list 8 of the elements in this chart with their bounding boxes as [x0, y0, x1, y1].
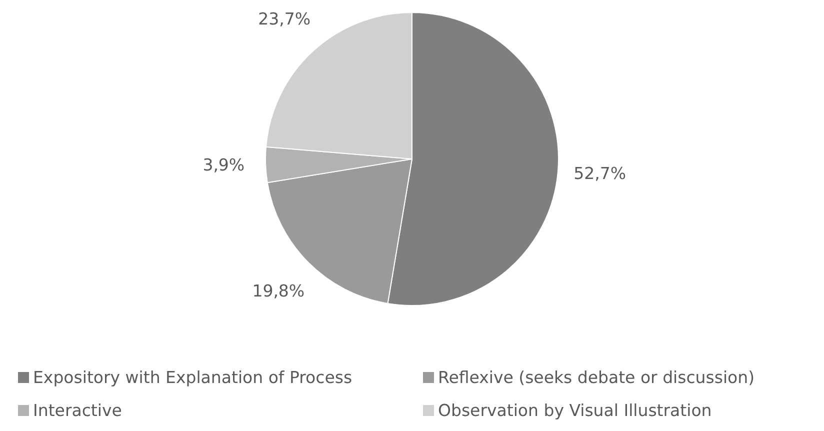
legend-label: Expository with Explanation of Process	[33, 368, 352, 387]
data-label: 19,8%	[252, 281, 305, 300]
legend-label: Interactive	[33, 401, 122, 420]
legend-label: Reflexive (seeks debate or discussion)	[438, 368, 755, 387]
data-label: 52,7%	[574, 164, 626, 183]
legend-label: Observation by Visual Illustration	[438, 401, 712, 420]
data-label: 23,7%	[258, 10, 311, 29]
data-label: 3,9%	[202, 156, 245, 175]
